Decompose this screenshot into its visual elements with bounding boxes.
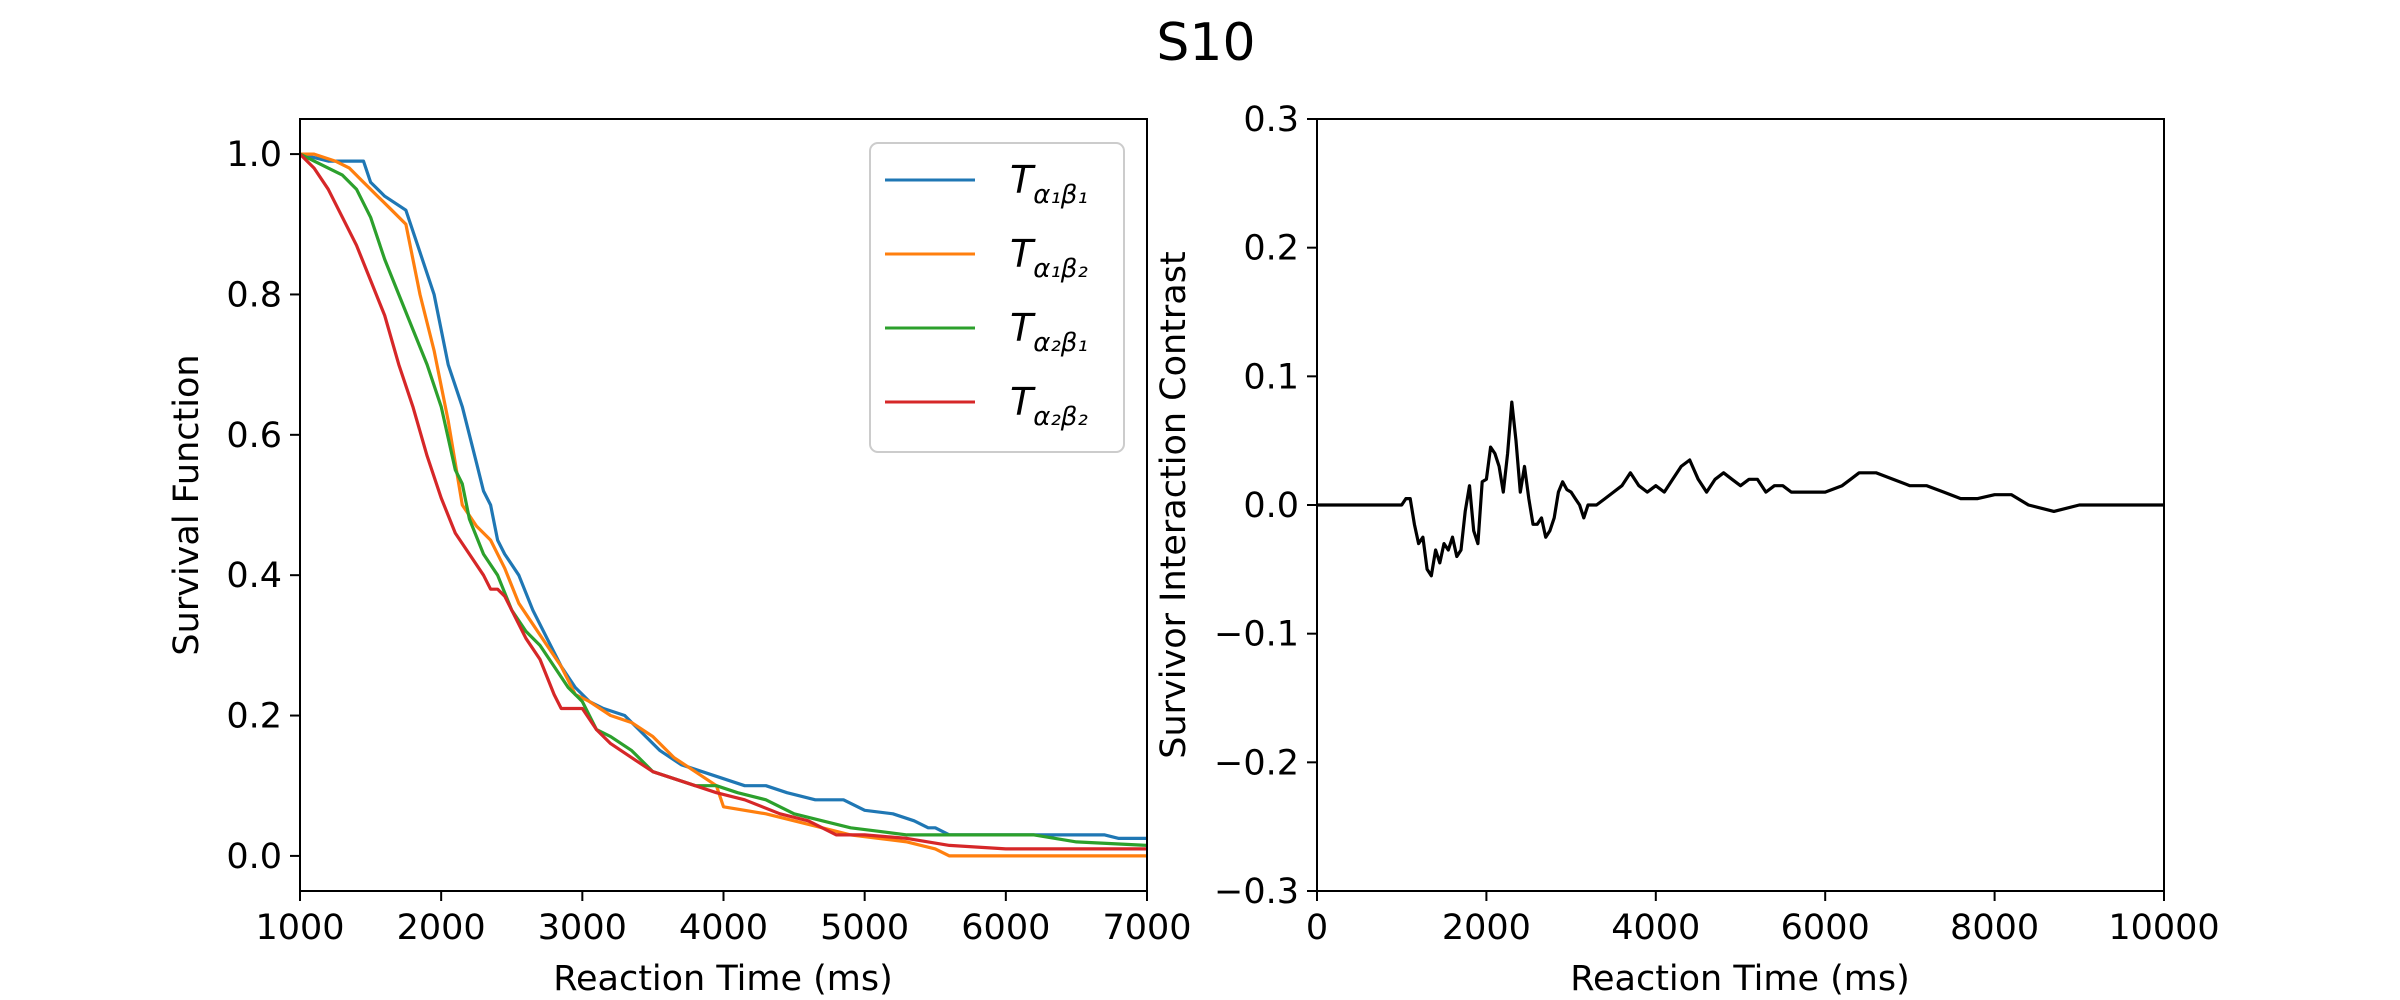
sic-y-tick-label: −0.3 bbox=[1214, 872, 1299, 912]
sic-y-tick-label: 0.2 bbox=[1243, 229, 1299, 269]
legend-box bbox=[869, 142, 1125, 453]
sic-x-tick-label: 2000 bbox=[1442, 908, 1531, 948]
legend-entry-2: Tα₁β₂ bbox=[885, 232, 1088, 284]
survival-x-tick-label: 2000 bbox=[397, 908, 486, 948]
sic-y-tick-label: −0.2 bbox=[1214, 743, 1299, 783]
legend-entry-4: Tα₂β₂ bbox=[885, 380, 1088, 432]
sic-series-line-1 bbox=[1317, 400, 2164, 578]
survival-series-line-3 bbox=[299, 152, 1148, 847]
sic-axis-ticks: 0 2000 4000 6000 8000 10000 −0.3 −0.2 −0.1 0.0 0.1… bbox=[1214, 100, 2220, 948]
survival-y-axis-label: Survival Function bbox=[167, 354, 207, 655]
sic-x-tick-label: 8000 bbox=[1950, 908, 2039, 948]
survival-series-line-2 bbox=[300, 152, 1147, 858]
sic-x-tick-label: 6000 bbox=[1781, 908, 1870, 948]
sic-y-tick-label: −0.1 bbox=[1214, 615, 1299, 655]
sic-x-tick-label: 0 bbox=[1306, 908, 1328, 948]
survival-y-tick-label: 0.6 bbox=[226, 416, 282, 456]
legend-label-2: Tα₁β₂ bbox=[1010, 232, 1088, 284]
survival-lines-group bbox=[298, 152, 1148, 858]
sic-panel: 0 2000 4000 6000 8000 10000 −0.3 −0.2 −0.1 0.0 0.1… bbox=[1154, 100, 2220, 999]
survival-axis-ticks: 1000 2000 3000 4000 5000 6000 7000 0.0 0.2 0.4 0.6… bbox=[226, 135, 1191, 948]
sic-axes-frame bbox=[1316, 118, 2165, 892]
legend-label-3: Tα₂β₁ bbox=[1010, 306, 1088, 358]
survival-axes-frame bbox=[299, 118, 1148, 892]
figure-title: S10 bbox=[1156, 13, 1255, 73]
legend-entry-1: Tα₁β₁ bbox=[885, 158, 1088, 210]
survival-y-tick-label: 0.2 bbox=[226, 697, 282, 737]
legend: Tα₁β₁ Tα₁β₂ Tα₂β₁ Tα₂β₂ bbox=[869, 142, 1125, 453]
survival-y-tick-label: 0.0 bbox=[226, 837, 282, 877]
sic-y-tick-label: 0.0 bbox=[1243, 486, 1299, 526]
survival-x-tick-label: 3000 bbox=[538, 908, 627, 948]
legend-entry-3: Tα₂β₁ bbox=[885, 306, 1088, 358]
survival-y-tick-label: 1.0 bbox=[226, 135, 282, 175]
survival-function-panel: 1000 2000 3000 4000 5000 6000 7000 0.0 0.2 0.4 0.6… bbox=[167, 118, 1192, 999]
legend-label-4: Tα₂β₂ bbox=[1010, 380, 1088, 432]
survival-x-tick-label: 1000 bbox=[255, 908, 344, 948]
sic-y-tick-label: 0.3 bbox=[1243, 100, 1299, 140]
survival-x-axis-label: Reaction Time (ms) bbox=[553, 959, 893, 999]
survival-x-tick-label: 6000 bbox=[961, 908, 1050, 948]
survival-y-tick-label: 0.8 bbox=[226, 275, 282, 315]
survival-x-tick-label: 7000 bbox=[1102, 908, 1191, 948]
sic-y-axis-label: Survivor Interaction Contrast bbox=[1154, 251, 1194, 758]
survival-y-tick-label: 0.4 bbox=[226, 556, 282, 596]
sic-x-tick-label: 4000 bbox=[1611, 908, 1700, 948]
survival-x-tick-label: 5000 bbox=[820, 908, 909, 948]
sic-x-tick-label: 10000 bbox=[2108, 908, 2219, 948]
survival-x-tick-label: 4000 bbox=[679, 908, 768, 948]
legend-label-1: Tα₁β₁ bbox=[1010, 158, 1088, 210]
survival-series-line-4 bbox=[298, 152, 1147, 851]
sic-lines-group bbox=[1317, 400, 2164, 578]
sic-x-axis-label: Reaction Time (ms) bbox=[1570, 959, 1910, 999]
sic-y-tick-label: 0.1 bbox=[1243, 357, 1299, 397]
